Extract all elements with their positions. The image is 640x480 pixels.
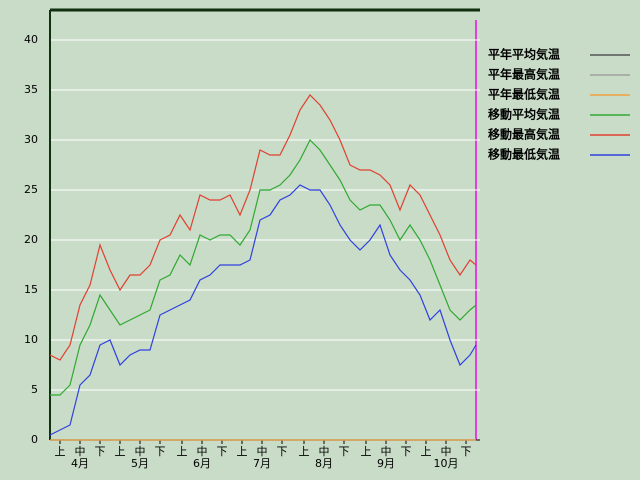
x-tick-label: 下 [217, 445, 228, 458]
x-tick-label: 上 [421, 445, 432, 458]
legend-label: 平年平均気温 [488, 47, 560, 62]
y-tick-label: 40 [24, 33, 38, 46]
x-tick-label: 上 [55, 445, 66, 458]
plot-layer: 0510152025303540上中下上中下上中下上中下上中下上中下上中下4月 5… [24, 8, 630, 470]
y-tick-label: 30 [24, 133, 38, 146]
x-tick-label: 下 [155, 445, 166, 458]
series-line [50, 138, 477, 396]
month-label: 5月 [131, 457, 149, 470]
month-label: 10月 [434, 457, 459, 470]
x-tick-label: 中 [441, 445, 452, 458]
month-label: 7月 [253, 457, 271, 470]
legend-label: 平年最高気温 [488, 67, 560, 82]
series-line [49, 184, 477, 436]
month-label: 6月 [193, 457, 211, 470]
x-tick-label: 上 [361, 445, 372, 458]
y-tick-label: 15 [24, 283, 38, 296]
legend-label: 移動最低気温 [488, 147, 560, 162]
y-tick-label: 5 [31, 383, 38, 396]
month-label: 4月 [71, 457, 89, 470]
y-tick-label: 0 [31, 433, 38, 446]
legend-label: 移動平均気温 [488, 107, 560, 122]
y-tick-label: 20 [24, 233, 38, 246]
series-line [49, 94, 477, 361]
x-tick-label: 上 [177, 445, 188, 458]
legend-label: 平年最低気温 [488, 87, 560, 102]
y-tick-label: 35 [24, 83, 38, 96]
month-label: 9月 [377, 457, 395, 470]
y-tick-label: 25 [24, 183, 38, 196]
month-label: 8月 [315, 457, 333, 470]
x-tick-label: 下 [401, 445, 412, 458]
x-tick-label: 中 [257, 445, 268, 458]
x-tick-label: 中 [319, 445, 330, 458]
x-tick-label: 中 [197, 445, 208, 458]
x-tick-label: 上 [115, 445, 126, 458]
x-tick-label: 中 [75, 445, 86, 458]
x-tick-label: 上 [299, 445, 310, 458]
x-tick-label: 下 [277, 445, 288, 458]
legend-label: 移動最高気温 [488, 127, 560, 142]
x-tick-label: 中 [381, 445, 392, 458]
y-tick-label: 10 [24, 333, 38, 346]
x-tick-label: 中 [135, 445, 146, 458]
x-tick-label: 下 [461, 445, 472, 458]
x-tick-label: 上 [237, 445, 248, 458]
x-tick-label: 下 [95, 445, 106, 458]
x-tick-label: 下 [339, 445, 350, 458]
